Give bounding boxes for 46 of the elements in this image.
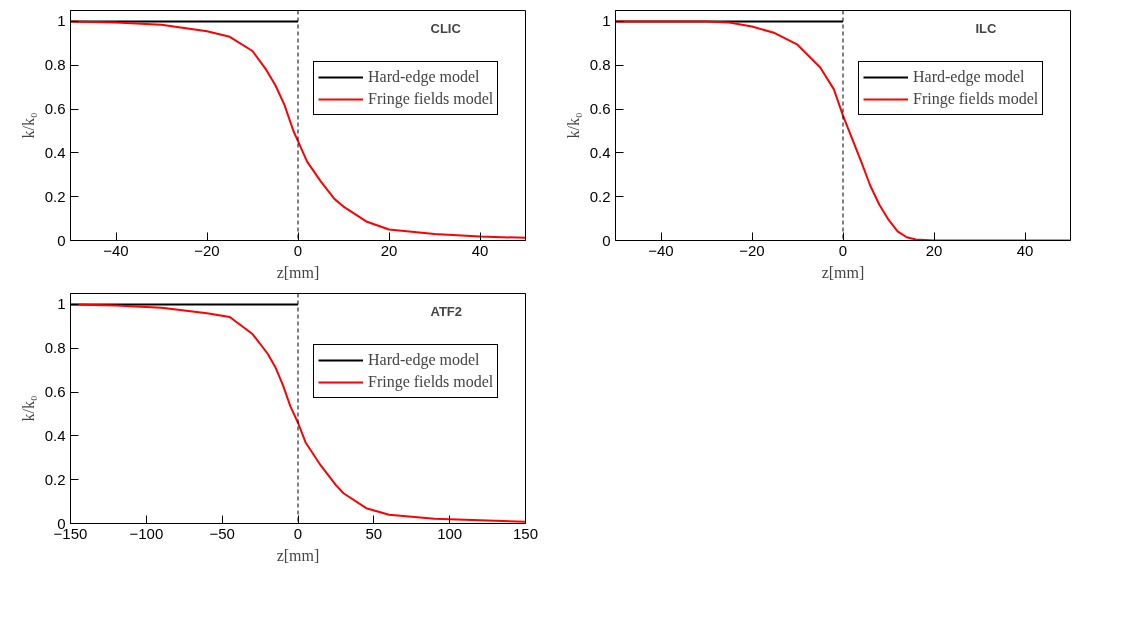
x-tick-label: 0: [838, 241, 848, 259]
y-tick-label: 0.4: [44, 426, 66, 444]
y-tick-label: 0.8: [44, 56, 66, 74]
text: ATF2: [430, 303, 463, 319]
y-tick-label: 0.2: [44, 187, 66, 205]
legend-label: Fringe fields model: [368, 372, 494, 393]
x-tick-label: 0: [293, 524, 303, 542]
x-tick-label: −40: [648, 241, 674, 259]
x-tick-label: −50: [209, 524, 235, 542]
legend-label: Hard-edge model: [368, 67, 480, 88]
y-tick-label: 1: [57, 12, 66, 30]
x-tick-label: 40: [1016, 241, 1034, 259]
x-tick-label: 50: [365, 524, 383, 542]
y-tick-label: 0.4: [589, 143, 611, 161]
y-axis-title: k/k₀: [19, 112, 37, 139]
legend-label: Hard-edge model: [913, 67, 1025, 88]
x-tick-label: 0: [293, 241, 303, 259]
y-tick-label: 0.6: [44, 383, 66, 401]
legend-label: Fringe fields model: [368, 89, 494, 110]
x-tick-label: 150: [512, 524, 539, 542]
legend-label: Fringe fields model: [913, 89, 1039, 110]
x-tick-label: 20: [925, 241, 943, 259]
y-tick-label: 0.8: [589, 56, 611, 74]
y-tick-label: 0.4: [44, 143, 66, 161]
x-tick-label: 20: [380, 241, 398, 259]
y-axis-title: k/k₀: [564, 112, 582, 139]
x-tick-label: 100: [437, 524, 463, 542]
text: CLIC: [430, 20, 462, 36]
x-tick-label: 40: [471, 241, 489, 259]
x-tick-label: −100: [129, 524, 164, 542]
x-axis-title: z[mm]: [276, 263, 320, 281]
y-tick-label: 0.8: [44, 339, 66, 357]
y-tick-label: 1: [57, 295, 66, 313]
y-axis-title: k/k₀: [19, 395, 37, 422]
legend-label: Hard-edge model: [368, 350, 480, 371]
x-tick-label: −20: [194, 241, 220, 259]
text: ILC: [975, 20, 998, 36]
y-tick-label: 0.6: [44, 100, 66, 118]
x-axis-title: z[mm]: [821, 263, 865, 281]
y-tick-label: 0.2: [44, 470, 66, 488]
x-axis-title: z[mm]: [276, 546, 320, 564]
y-tick-label: 0.6: [589, 100, 611, 118]
y-tick-label: 1: [602, 12, 611, 30]
x-tick-label: −20: [739, 241, 765, 259]
y-tick-label: 0.2: [589, 187, 611, 205]
x-tick-label: −40: [103, 241, 129, 259]
